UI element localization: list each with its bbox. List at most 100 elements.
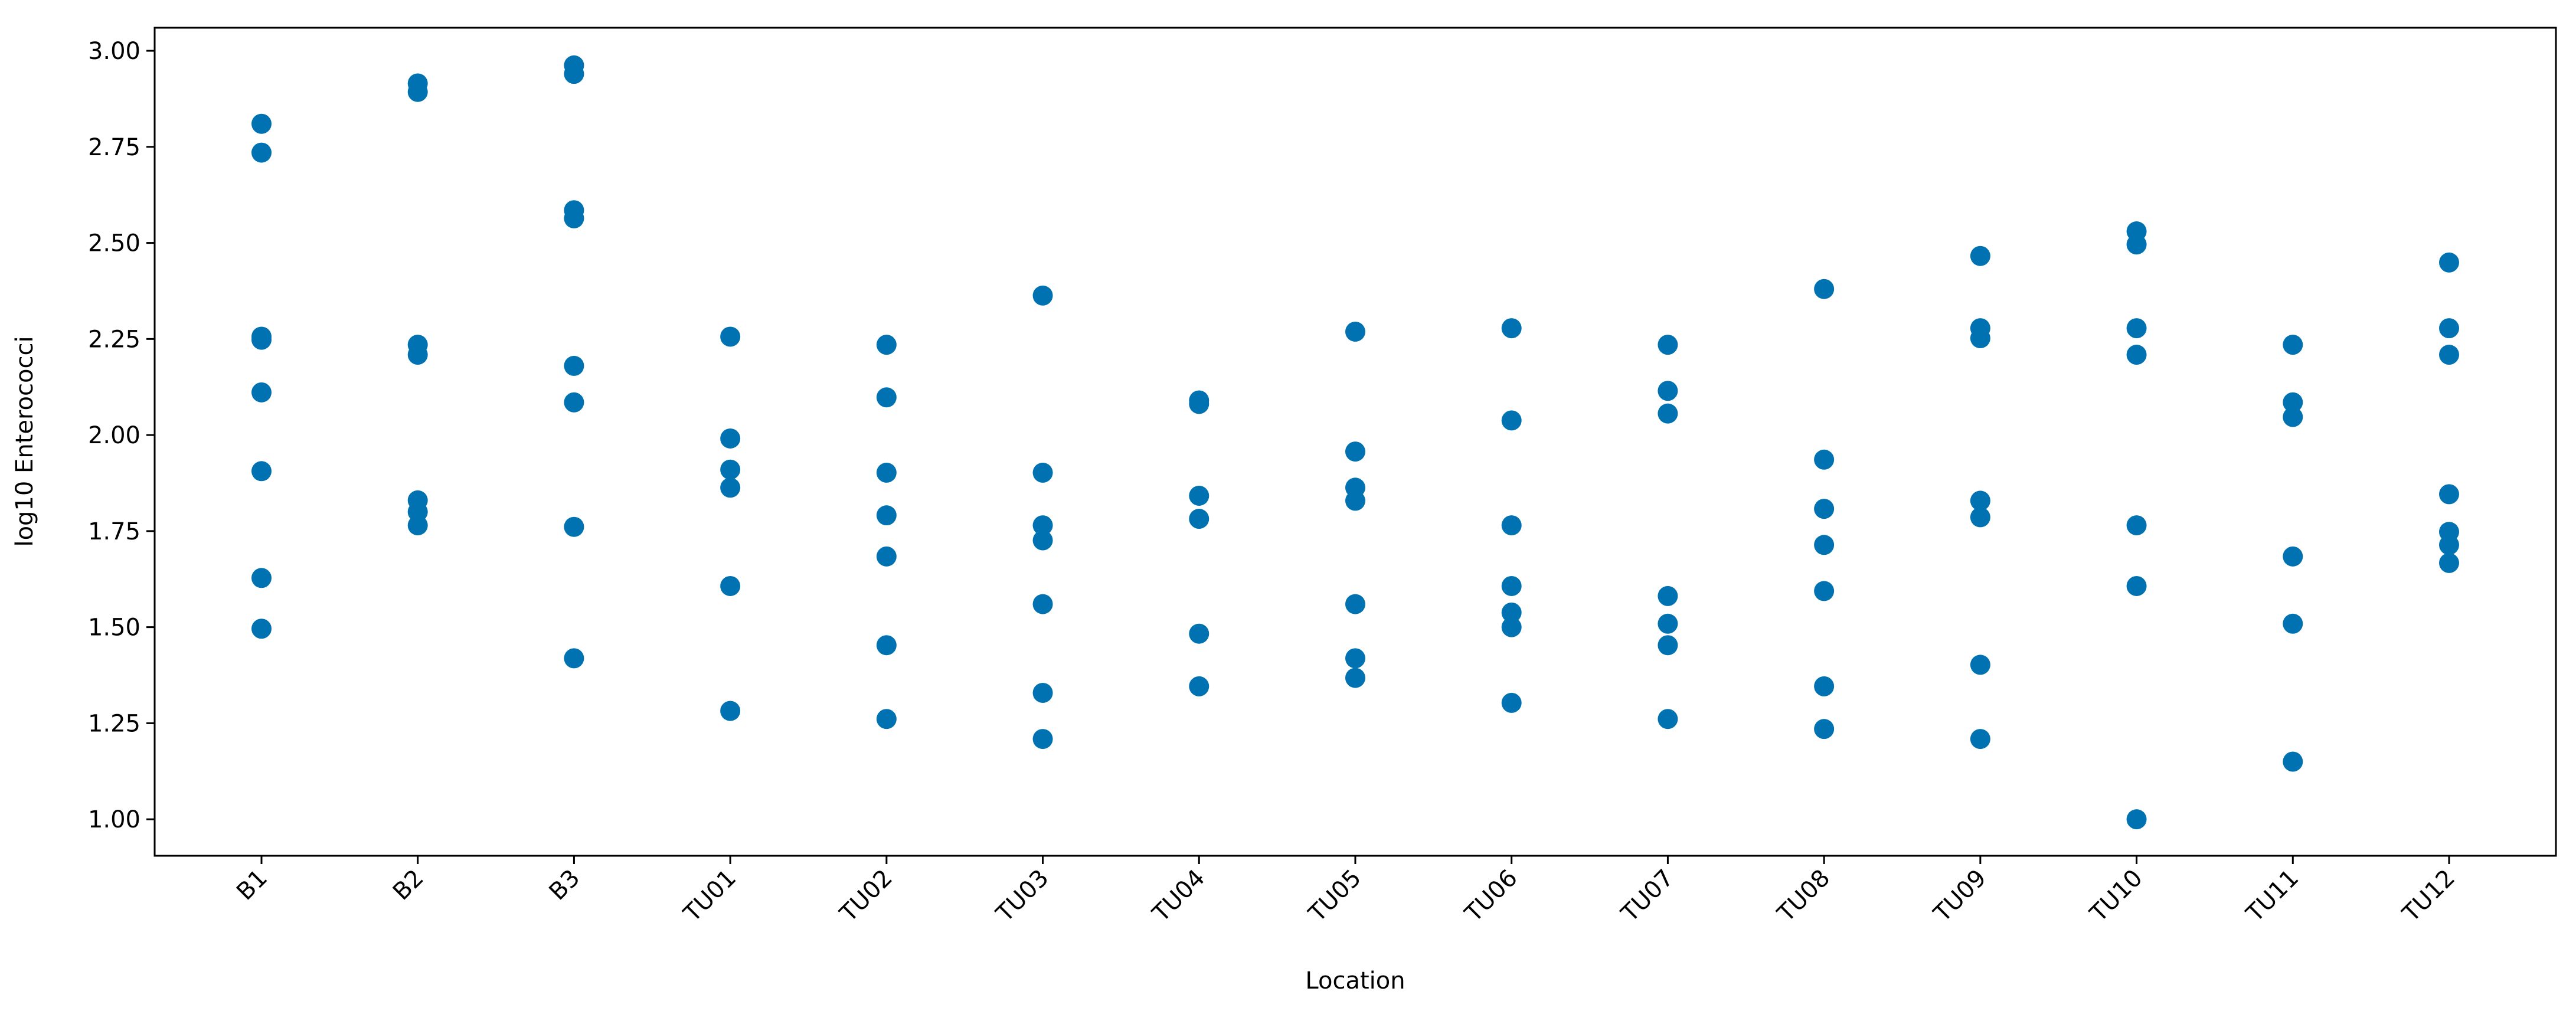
point [2126,575,2147,596]
point [2126,515,2147,536]
x-tick-label: TU11 [2241,865,2304,928]
point [2439,535,2459,555]
point [876,462,897,483]
point [1814,581,1835,601]
point [2439,484,2459,505]
point [720,701,741,721]
point [2126,809,2147,830]
y-tick-label: 1.00 [88,806,140,833]
point [564,516,584,537]
x-tick-label: TU09 [1928,865,1992,928]
point [1032,729,1053,750]
x-tick-label: B1 [231,865,273,906]
point [1501,692,1522,713]
point [1501,318,1522,339]
point [251,568,272,588]
y-tick-label: 1.75 [88,518,140,545]
point [1189,623,1209,644]
point [2283,751,2303,772]
point [1970,655,1990,675]
y-tick-label: 2.50 [88,230,140,257]
x-tick-label: TU08 [1772,865,1835,928]
point [1345,490,1365,511]
point [720,459,741,480]
point [407,515,428,536]
x-tick-label: TU10 [2084,865,2147,928]
point [1032,462,1053,483]
point [1189,485,1209,506]
point [1658,585,1678,606]
point [564,648,584,669]
point [251,113,272,134]
x-tick-label: TU05 [1303,865,1367,928]
point [1032,594,1053,614]
point [2439,318,2459,339]
point [1658,709,1678,729]
point [251,329,272,350]
x-tick-label: TU03 [990,865,1054,928]
point [1345,594,1365,614]
y-tick-label: 2.00 [88,422,140,449]
x-tick-label: TU06 [1460,865,1523,928]
x-tick-label: B2 [388,865,429,906]
point [564,64,584,84]
point [1658,613,1678,634]
point [1345,648,1365,669]
x-tick-label: TU12 [2397,865,2460,928]
point [720,326,741,347]
point [1189,394,1209,414]
point [2283,613,2303,634]
y-tick-label: 3.00 [88,38,140,65]
point [876,635,897,656]
point [1032,515,1053,536]
point [1658,635,1678,656]
point [1970,507,1990,528]
point [720,428,741,449]
point [1345,441,1365,462]
point [1658,381,1678,401]
point [1814,535,1835,555]
point [1970,246,1990,266]
point [407,81,428,102]
point [1189,676,1209,696]
point [1658,335,1678,355]
point [1814,719,1835,740]
point [251,142,272,163]
point [2126,234,2147,255]
point [1501,602,1522,623]
y-tick-label: 1.50 [88,614,140,642]
point [564,392,584,413]
point [2283,546,2303,567]
point [2439,252,2459,273]
point [1970,490,1990,511]
point [1345,321,1365,342]
x-tick-label: TU04 [1147,865,1210,928]
point [1814,499,1835,519]
point [2439,552,2459,573]
point [407,345,428,365]
x-axis-label: Location [1305,967,1405,994]
point [1814,676,1835,696]
point [1032,530,1053,551]
point [1658,403,1678,424]
point [1970,328,1990,349]
point [2126,318,2147,339]
x-tick-label: TU01 [678,865,741,928]
point [251,619,272,639]
point [251,382,272,403]
point [1501,617,1522,637]
point [2283,392,2303,413]
x-tick-label: B3 [544,865,586,906]
y-axis-label: log10 Enterococci [11,336,38,547]
point [1501,575,1522,596]
point [876,505,897,526]
point [2283,335,2303,355]
y-tick-label: 1.25 [88,710,140,737]
x-tick-label: TU07 [1616,865,1679,928]
point [564,208,584,228]
y-tick-label: 2.25 [88,326,140,353]
point [1345,668,1365,688]
point [2126,345,2147,365]
x-tick-label: TU02 [835,865,898,928]
